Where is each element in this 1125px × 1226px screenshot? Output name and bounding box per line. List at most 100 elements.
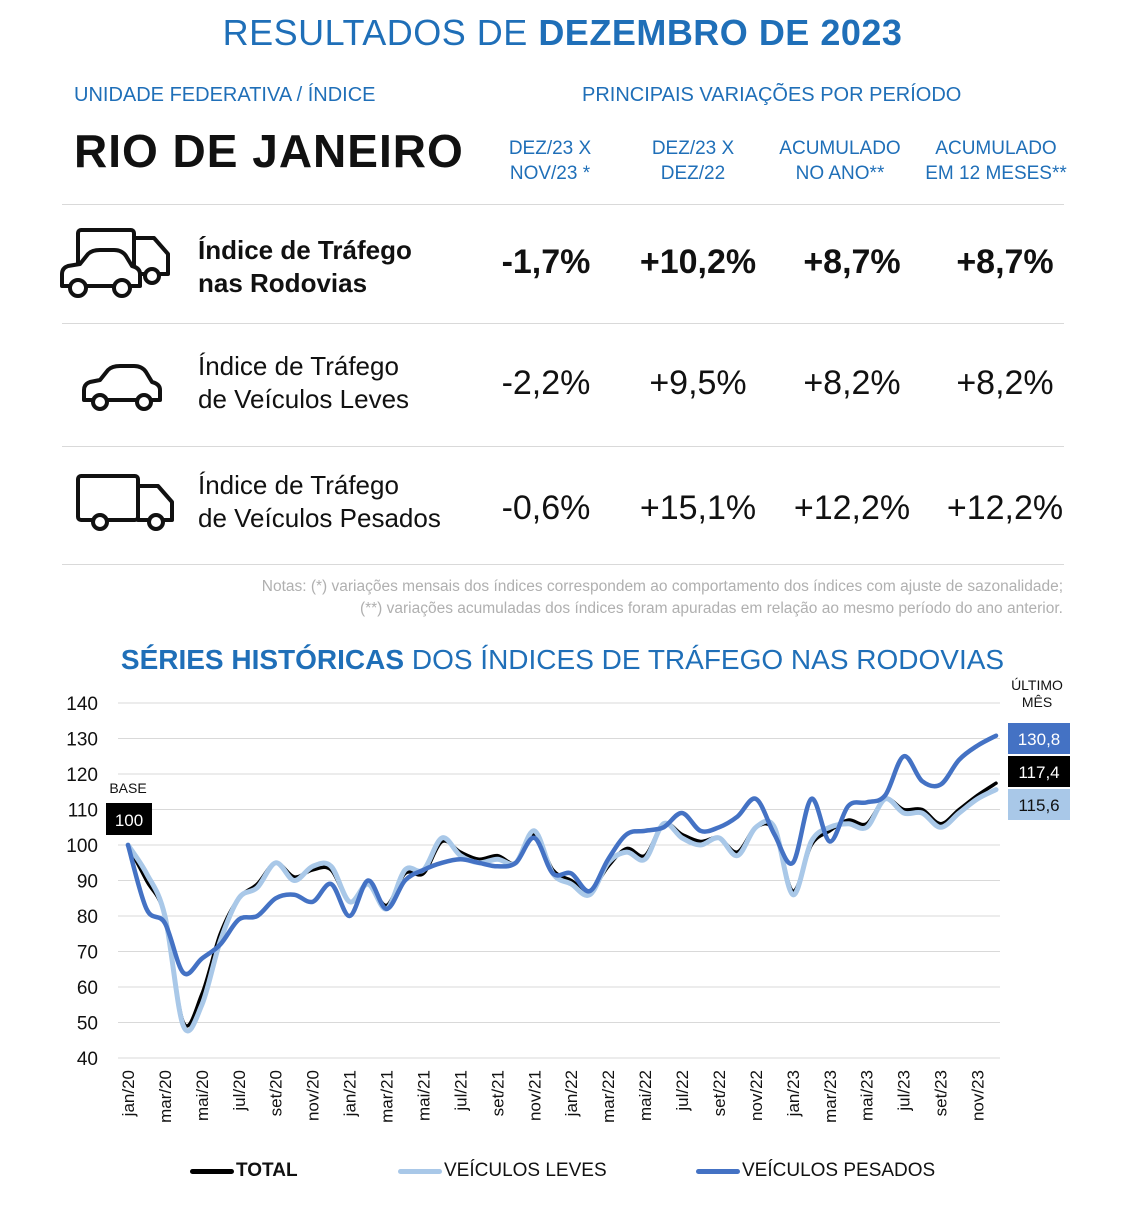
y-tick-label: 80 [77,907,98,928]
car-and-truck-icon [60,228,170,298]
main-title-prefix: RESULTADOS DE [222,12,539,53]
y-tick-label: 60 [77,978,98,999]
x-tick-label: set/20 [267,1070,286,1116]
row-label-line: de Veículos Pesados [198,503,441,533]
legend-swatch [398,1168,442,1174]
value-pesados-mom: -0,6% [501,489,591,527]
legend-label: VEÍCULOS LEVES [444,1160,607,1181]
value-leves-mom: -2,2% [501,364,591,402]
series-line-leves [125,787,999,1034]
note-line: Notas: (*) variações mensais dos índices… [261,578,1063,595]
row-label-line: nas Rodovias [198,268,368,298]
divider [62,446,1064,447]
y-tick-label: 120 [66,765,98,786]
value-total-mom: -1,7% [501,243,591,281]
y-tick-label: 100 [66,836,98,857]
value-leves-ytd: +8,2% [803,364,901,402]
legend-swatch [190,1168,234,1174]
column-header-line: ACUMULADO [779,138,901,159]
legend: TOTAL VEÍCULOS LEVES VEÍCULOS PESADOS [0,1160,1125,1194]
value-pesados-yoy: +15,1% [639,489,757,527]
y-tick-label: 40 [77,1049,98,1070]
x-tick-label: mai/23 [858,1070,877,1121]
x-tick-label: set/23 [932,1070,951,1116]
legend-item-total: TOTAL [190,1160,298,1182]
base-badge [106,803,152,835]
legend-label: TOTAL [236,1160,298,1181]
x-tick-label: jul/21 [451,1070,470,1112]
last-value-total-badge [1008,756,1070,787]
x-tick-label: mar/23 [821,1070,840,1123]
column-header-line: NOV/23 * [509,163,591,184]
x-tick-label: set/22 [710,1070,729,1116]
column-header-line: ACUMULADO [935,138,1057,159]
x-tick-label: mai/21 [414,1070,433,1121]
column-header-line: EM 12 MESES** [925,163,1067,184]
divider [62,323,1064,324]
truck-icon [76,474,174,531]
value-pesados-ytd: +12,2% [793,489,911,527]
x-tick-label: mar/22 [599,1070,618,1123]
value-total-12m: +8,7% [956,243,1054,281]
y-tick-label: 130 [66,730,98,751]
x-tick-label: jan/21 [341,1070,360,1117]
x-tick-label: nov/22 [747,1070,766,1121]
value-leves-12m: +8,2% [956,364,1054,402]
column-header-yoy: DEZ/23 X DEZ/22 [613,136,773,186]
legend-swatch [696,1168,740,1174]
value-total-yoy: +10,2% [639,243,757,281]
series-line-total [126,781,998,1028]
variations-label: PRINCIPAIS VARIAÇÕES POR PERÍODO [582,84,962,106]
column-header-line: DEZ/23 X [651,138,735,159]
y-tick-label: 140 [66,694,98,715]
row-label-line: Índice de Tráfego [198,351,399,381]
column-header-12m: ACUMULADO EM 12 MESES** [916,136,1076,186]
column-header-line: DEZ/22 [660,163,726,184]
x-tick-label: mai/22 [636,1070,655,1121]
x-tick-label: jan/23 [784,1070,803,1117]
chart-title-rest: DOS ÍNDICES DE TRÁFEGO NAS RODOVIAS [404,644,1005,675]
line-chart: 40 50 60 70 80 90 100 110 120 130 140 jan/20 mar/20 m… [66,677,1070,1123]
car-icon [82,364,162,411]
column-header-line: DEZ/23 X [508,138,592,159]
x-tick-label: nov/20 [304,1070,323,1121]
base-label: BASE [109,780,146,796]
value-leves-yoy: +9,5% [649,364,747,402]
chart-title: SÉRIES HISTÓRICAS DOS ÍNDICES DE TRÁFEGO… [0,644,1125,676]
row-label-line: Índice de Tráfego [198,235,412,265]
row-label-total: Índice de Tráfego nas Rodovias [198,234,412,300]
x-tick-label: jan/20 [119,1070,138,1117]
x-tick-label: mai/20 [193,1070,212,1121]
divider [62,564,1064,565]
last-value-leves: 115,6 [1018,796,1059,815]
chart-title-bold: SÉRIES HISTÓRICAS [120,644,405,675]
legend-item-pesados: VEÍCULOS PESADOS [696,1160,935,1182]
uf-label: UNIDADE FEDERATIVA / ÍNDICE [74,84,376,106]
last-month-label: MÊS [1022,694,1052,710]
y-tick-label: 110 [68,801,98,822]
legend-label: VEÍCULOS PESADOS [742,1160,936,1181]
x-tick-label: nov/23 [969,1070,988,1121]
base-value: 100 [115,811,143,830]
x-tick-label: jan/22 [562,1070,581,1117]
x-tick-label: set/21 [488,1070,507,1116]
main-title-bold: DEZEMBRO DE 2023 [538,12,903,53]
y-tick-label: 50 [77,1014,98,1035]
y-tick-label: 70 [77,943,98,964]
divider [62,204,1064,205]
legend-item-leves: VEÍCULOS LEVES [398,1160,607,1182]
row-label-pesados: Índice de Tráfego de Veículos Pesados [198,469,441,535]
column-header-mom: DEZ/23 X NOV/23 * [470,136,630,186]
y-tick-label: 90 [77,872,98,893]
last-value-pesados-badge [1008,723,1070,754]
row-label-line: de Veículos Leves [198,384,410,414]
value-total-ytd: +8,7% [803,243,901,281]
notes: Notas: (*) variações mensais dos índices… [63,576,1063,620]
value-pesados-12m: +12,2% [946,489,1064,527]
last-value-total: 117,4 [1018,763,1059,782]
main-title: RESULTADOS DE DEZEMBRO DE 2023 [0,12,1125,54]
x-tick-label: mar/20 [156,1070,175,1123]
note-line: (**) variações acumuladas dos índices fo… [359,600,1063,617]
last-value-pesados: 130,8 [1018,730,1061,749]
last-month-label: ÚLTIMO [1011,677,1063,693]
